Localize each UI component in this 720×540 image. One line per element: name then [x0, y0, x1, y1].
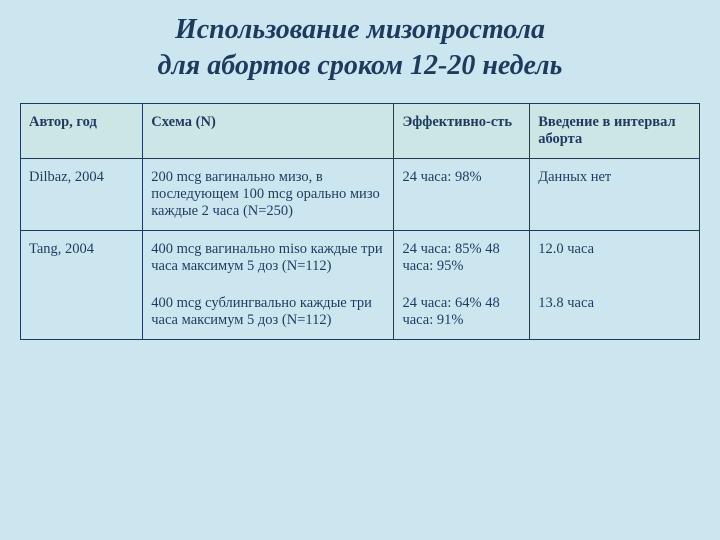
header-effectiveness: Эффективно-сть — [394, 103, 530, 158]
cell-effectiveness: 24 часа: 85% 48 часа: 95% — [394, 230, 530, 285]
cell-scheme: 400 mcg сублингвально каждые три часа ма… — [143, 285, 394, 340]
cell-effectiveness: 24 часа: 98% — [394, 158, 530, 230]
cell-interval: 12.0 часа — [530, 230, 700, 285]
table-header-row: Автор, год Схема (N) Эффективно-сть Введ… — [21, 103, 700, 158]
slide-container: Использование мизопростола для абортов с… — [0, 0, 720, 540]
table-row: 400 mcg сублингвально каждые три часа ма… — [21, 285, 700, 340]
cell-effectiveness: 24 часа: 64% 48 часа: 91% — [394, 285, 530, 340]
header-scheme: Схема (N) — [143, 103, 394, 158]
cell-scheme: 400 mcg вагинально miso каждые три часа … — [143, 230, 394, 285]
title-line-2: для абортов сроком 12-20 недель — [158, 50, 563, 81]
table-row: Tang, 2004 400 mcg вагинально miso кажды… — [21, 230, 700, 285]
cell-interval: Данных нет — [530, 158, 700, 230]
slide-title: Использование мизопростола для абортов с… — [20, 12, 700, 85]
cell-author: Dilbaz, 2004 — [21, 158, 143, 230]
header-author: Автор, год — [21, 103, 143, 158]
header-interval: Введение в интервал аборта — [530, 103, 700, 158]
cell-interval: 13.8 часа — [530, 285, 700, 340]
cell-author: Tang, 2004 — [21, 230, 143, 285]
data-table: Автор, год Схема (N) Эффективно-сть Введ… — [20, 103, 700, 340]
cell-scheme: 200 mcg вагинально мизо, в последующем 1… — [143, 158, 394, 230]
title-line-1: Использование мизопростола — [175, 14, 545, 45]
table-row: Dilbaz, 2004 200 mcg вагинально мизо, в … — [21, 158, 700, 230]
cell-author — [21, 285, 143, 340]
